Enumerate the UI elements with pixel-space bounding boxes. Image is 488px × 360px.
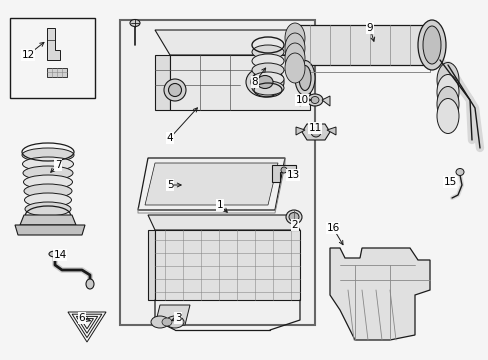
Ellipse shape bbox=[310, 96, 318, 104]
Polygon shape bbox=[15, 225, 85, 235]
Ellipse shape bbox=[436, 75, 458, 109]
Ellipse shape bbox=[49, 251, 61, 257]
Ellipse shape bbox=[24, 193, 71, 207]
Ellipse shape bbox=[165, 316, 183, 328]
Text: 13: 13 bbox=[286, 170, 299, 180]
Circle shape bbox=[281, 167, 286, 173]
Ellipse shape bbox=[285, 210, 302, 224]
Polygon shape bbox=[145, 163, 278, 205]
Ellipse shape bbox=[285, 33, 305, 63]
Polygon shape bbox=[295, 127, 305, 135]
Bar bbox=[10, 18, 95, 98]
Bar bbox=[47, 68, 67, 77]
Text: 5: 5 bbox=[166, 180, 173, 190]
Bar bbox=[120, 20, 314, 325]
Ellipse shape bbox=[306, 94, 323, 106]
Polygon shape bbox=[321, 96, 329, 106]
Polygon shape bbox=[20, 215, 76, 225]
Ellipse shape bbox=[23, 166, 73, 180]
Ellipse shape bbox=[455, 168, 463, 175]
Ellipse shape bbox=[168, 84, 181, 96]
Ellipse shape bbox=[251, 45, 284, 59]
Ellipse shape bbox=[257, 76, 272, 89]
Text: 14: 14 bbox=[53, 250, 66, 260]
Ellipse shape bbox=[245, 67, 284, 97]
Polygon shape bbox=[271, 165, 295, 182]
Ellipse shape bbox=[251, 72, 284, 86]
Text: 7: 7 bbox=[55, 160, 61, 170]
Polygon shape bbox=[299, 96, 307, 106]
Text: 15: 15 bbox=[443, 177, 456, 187]
Polygon shape bbox=[138, 158, 285, 210]
Ellipse shape bbox=[288, 212, 298, 221]
Ellipse shape bbox=[130, 19, 140, 27]
Ellipse shape bbox=[25, 202, 71, 216]
Ellipse shape bbox=[163, 79, 185, 101]
Ellipse shape bbox=[22, 157, 73, 171]
Text: 10: 10 bbox=[295, 95, 308, 105]
Text: 2: 2 bbox=[291, 220, 298, 230]
Polygon shape bbox=[155, 30, 309, 55]
Text: 4: 4 bbox=[166, 133, 173, 143]
Ellipse shape bbox=[285, 23, 305, 53]
Ellipse shape bbox=[251, 63, 284, 77]
Polygon shape bbox=[326, 127, 335, 135]
Circle shape bbox=[310, 127, 320, 137]
Text: 11: 11 bbox=[308, 123, 321, 133]
Ellipse shape bbox=[436, 86, 458, 122]
Ellipse shape bbox=[285, 53, 305, 83]
Polygon shape bbox=[155, 55, 170, 110]
Polygon shape bbox=[329, 248, 429, 340]
Text: 3: 3 bbox=[174, 313, 181, 323]
Polygon shape bbox=[289, 25, 429, 65]
Text: 1: 1 bbox=[216, 200, 223, 210]
Ellipse shape bbox=[251, 54, 284, 68]
Ellipse shape bbox=[422, 26, 440, 64]
Ellipse shape bbox=[22, 148, 74, 162]
Ellipse shape bbox=[298, 66, 310, 90]
Ellipse shape bbox=[23, 175, 72, 189]
Ellipse shape bbox=[294, 60, 314, 95]
Text: 8: 8 bbox=[251, 77, 258, 87]
Polygon shape bbox=[47, 28, 60, 60]
Ellipse shape bbox=[250, 71, 279, 93]
Text: 9: 9 bbox=[366, 23, 372, 33]
Polygon shape bbox=[155, 305, 190, 325]
Ellipse shape bbox=[436, 99, 458, 134]
Ellipse shape bbox=[251, 81, 284, 95]
Ellipse shape bbox=[285, 43, 305, 73]
Text: 16: 16 bbox=[325, 223, 339, 233]
Text: 12: 12 bbox=[21, 50, 35, 60]
Polygon shape bbox=[148, 215, 299, 230]
Polygon shape bbox=[170, 55, 309, 110]
Ellipse shape bbox=[417, 20, 445, 70]
Ellipse shape bbox=[162, 318, 172, 326]
Text: 6: 6 bbox=[79, 313, 85, 323]
Ellipse shape bbox=[151, 316, 169, 328]
Ellipse shape bbox=[24, 184, 72, 198]
Ellipse shape bbox=[86, 279, 94, 289]
Polygon shape bbox=[148, 230, 155, 300]
Polygon shape bbox=[155, 230, 299, 300]
Polygon shape bbox=[302, 124, 329, 140]
Ellipse shape bbox=[436, 63, 458, 98]
